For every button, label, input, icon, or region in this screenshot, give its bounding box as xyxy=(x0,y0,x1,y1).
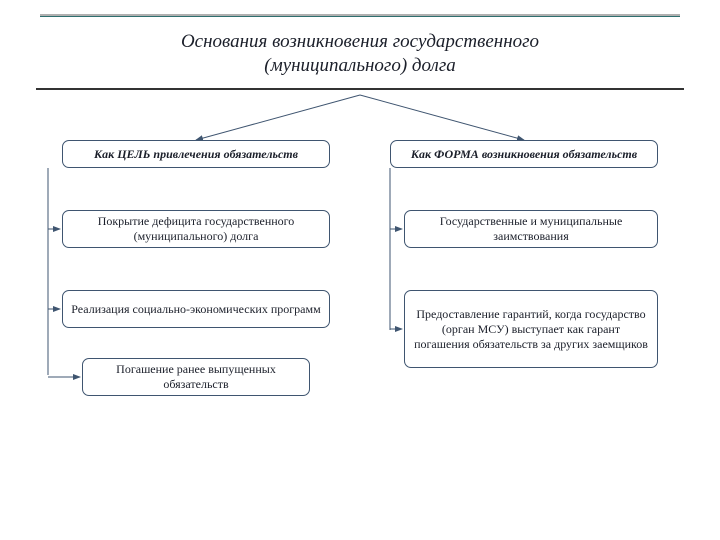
connector-stems xyxy=(0,0,720,540)
